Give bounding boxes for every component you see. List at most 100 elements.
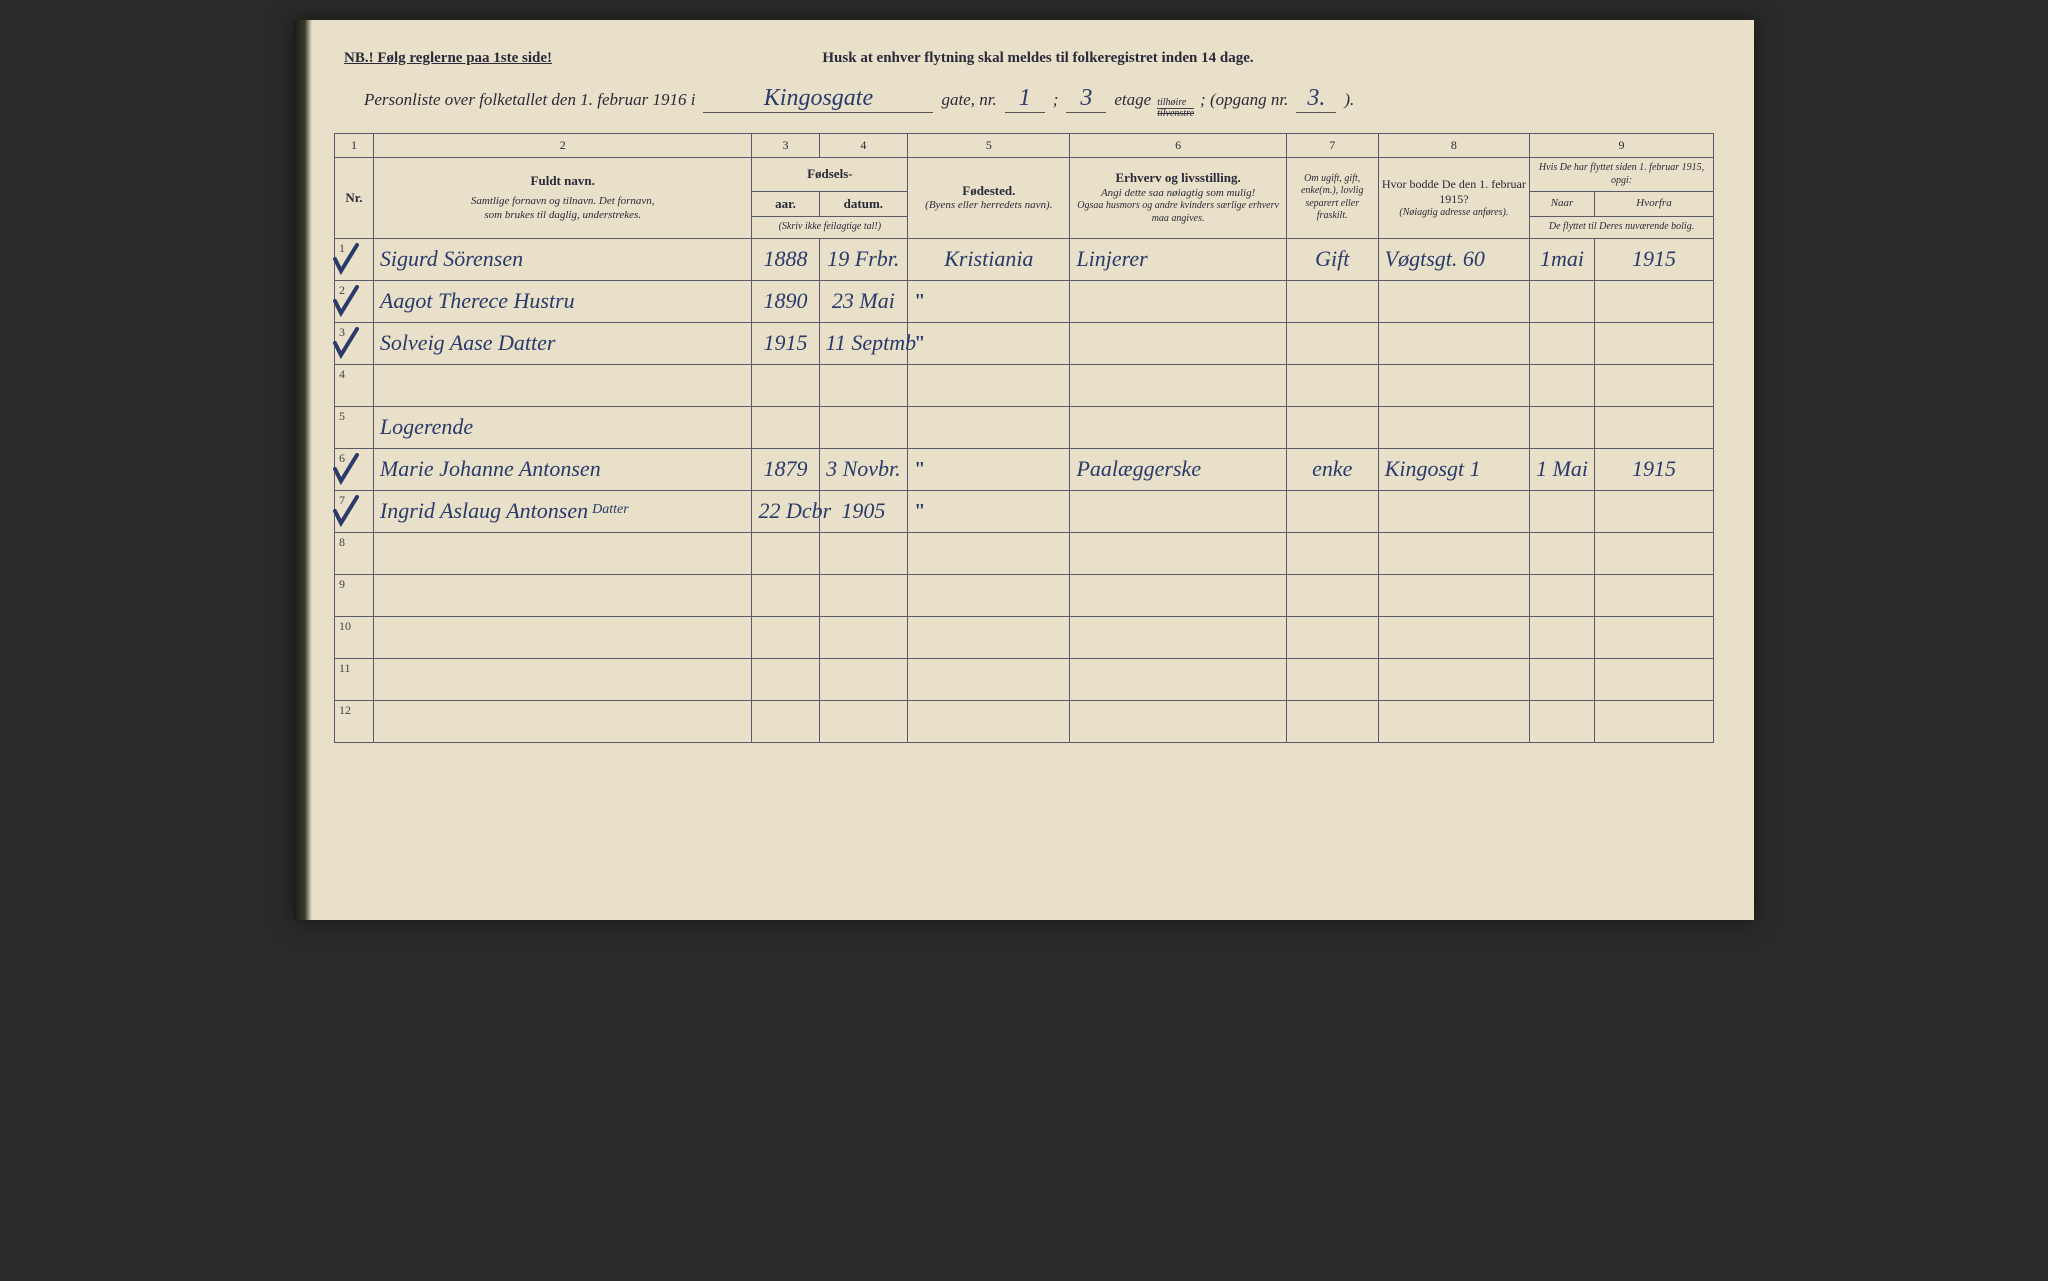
cell-datum xyxy=(819,364,908,406)
cell-fodested: Kristiania xyxy=(908,238,1070,280)
col-fodsels: Fødsels- xyxy=(752,158,908,192)
cell-fodested: " xyxy=(908,448,1070,490)
cell-adresse xyxy=(1378,490,1529,532)
cell-naar xyxy=(1530,700,1595,742)
cell-datum: 19 Frbr. xyxy=(819,238,908,280)
table-row: 9 xyxy=(335,574,1714,616)
cell-adresse xyxy=(1378,574,1529,616)
cell-status xyxy=(1286,280,1378,322)
table-row: 11 xyxy=(335,658,1714,700)
col-naar: Naar xyxy=(1530,192,1595,217)
row-nr: 11 xyxy=(335,658,374,700)
cell-aar xyxy=(752,658,819,700)
check-mark-icon xyxy=(331,493,361,529)
cell-adresse xyxy=(1378,532,1529,574)
tilhoire-tilvenstre: tilhøire tilvenstre xyxy=(1157,98,1194,119)
cell-datum xyxy=(819,532,908,574)
cell-navn xyxy=(373,574,752,616)
colnum-5: 5 xyxy=(908,134,1070,158)
husk-reminder: Husk at enhver flytning skal meldes til … xyxy=(432,50,1644,67)
cell-erhverv xyxy=(1070,700,1286,742)
table-row: 2Aagot Therece Hustru189023 Mai" xyxy=(335,280,1714,322)
cell-fodested xyxy=(908,406,1070,448)
cell-datum: 11 Septmb xyxy=(819,322,908,364)
cell-aar xyxy=(752,574,819,616)
colnum-2: 2 xyxy=(373,134,752,158)
cell-datum xyxy=(819,406,908,448)
gate-label: gate, nr. xyxy=(941,90,996,110)
table-row: 8 xyxy=(335,532,1714,574)
cell-navn: Ingrid Aslaug AntonsenDatter xyxy=(373,490,752,532)
cell-aar xyxy=(752,700,819,742)
cell-hvorfra xyxy=(1594,406,1713,448)
cell-datum: 1905 xyxy=(819,490,908,532)
cell-naar xyxy=(1530,658,1595,700)
cell-fodested xyxy=(908,574,1070,616)
check-mark-icon xyxy=(331,283,361,319)
row-nr: 7 xyxy=(335,490,374,532)
cell-adresse xyxy=(1378,700,1529,742)
cell-hvorfra xyxy=(1594,616,1713,658)
colnum-3: 3 xyxy=(752,134,819,158)
cell-aar xyxy=(752,532,819,574)
cell-aar: 22 Dcbr xyxy=(752,490,819,532)
colnum-7: 7 xyxy=(1286,134,1378,158)
cell-adresse: Kingosgt 1 xyxy=(1378,448,1529,490)
cell-status xyxy=(1286,532,1378,574)
cell-naar: 1mai xyxy=(1530,238,1595,280)
etage-fill: 3 xyxy=(1080,85,1092,111)
header-line-2: Personliste over folketallet den 1. febr… xyxy=(334,85,1714,119)
cell-status xyxy=(1286,406,1378,448)
cell-naar xyxy=(1530,406,1595,448)
col-erhverv: Erhverv og livsstilling. Angi dette saa … xyxy=(1070,158,1286,239)
personliste-label: Personliste over folketallet den 1. febr… xyxy=(364,90,695,110)
cell-fodested xyxy=(908,658,1070,700)
col-flyttet-sub: De flyttet til Deres nuværende bolig. xyxy=(1530,217,1714,239)
nr-fill: 1 xyxy=(1019,85,1031,111)
cell-erhverv: Linjerer xyxy=(1070,238,1286,280)
cell-navn xyxy=(373,658,752,700)
opgang-fill: 3. xyxy=(1307,85,1325,111)
cell-naar xyxy=(1530,280,1595,322)
cell-hvorfra xyxy=(1594,658,1713,700)
colnum-8: 8 xyxy=(1378,134,1529,158)
cell-naar xyxy=(1530,616,1595,658)
cell-fodested: " xyxy=(908,280,1070,322)
cell-erhverv xyxy=(1070,490,1286,532)
cell-status xyxy=(1286,322,1378,364)
cell-navn xyxy=(373,616,752,658)
table-row: 4 xyxy=(335,364,1714,406)
cell-status xyxy=(1286,490,1378,532)
cell-adresse: Vøgtsgt. 60 xyxy=(1378,238,1529,280)
check-mark-icon xyxy=(331,241,361,277)
cell-aar xyxy=(752,616,819,658)
cell-naar xyxy=(1530,364,1595,406)
cell-hvorfra xyxy=(1594,490,1713,532)
cell-adresse xyxy=(1378,280,1529,322)
cell-datum xyxy=(819,574,908,616)
colnum-1: 1 xyxy=(335,134,374,158)
cell-aar: 1879 xyxy=(752,448,819,490)
colnum-9: 9 xyxy=(1530,134,1714,158)
cell-erhverv xyxy=(1070,574,1286,616)
cell-datum xyxy=(819,700,908,742)
cell-adresse xyxy=(1378,322,1529,364)
cell-status: enke xyxy=(1286,448,1378,490)
cell-hvorfra xyxy=(1594,280,1713,322)
cell-status xyxy=(1286,658,1378,700)
cell-hvorfra xyxy=(1594,574,1713,616)
cell-hvorfra xyxy=(1594,700,1713,742)
cell-fodested xyxy=(908,364,1070,406)
cell-aar xyxy=(752,364,819,406)
check-mark-icon xyxy=(331,451,361,487)
cell-navn: Sigurd Sörensen xyxy=(373,238,752,280)
cell-naar: 1 Mai xyxy=(1530,448,1595,490)
cell-status xyxy=(1286,616,1378,658)
row-nr: 6 xyxy=(335,448,374,490)
colnum-6: 6 xyxy=(1070,134,1286,158)
table-row: 5Logerende xyxy=(335,406,1714,448)
close-paren: ). xyxy=(1344,90,1354,110)
cell-fodested xyxy=(908,700,1070,742)
col-fodested: Fødested. (Byens eller herredets navn). xyxy=(908,158,1070,239)
table-row: 12 xyxy=(335,700,1714,742)
